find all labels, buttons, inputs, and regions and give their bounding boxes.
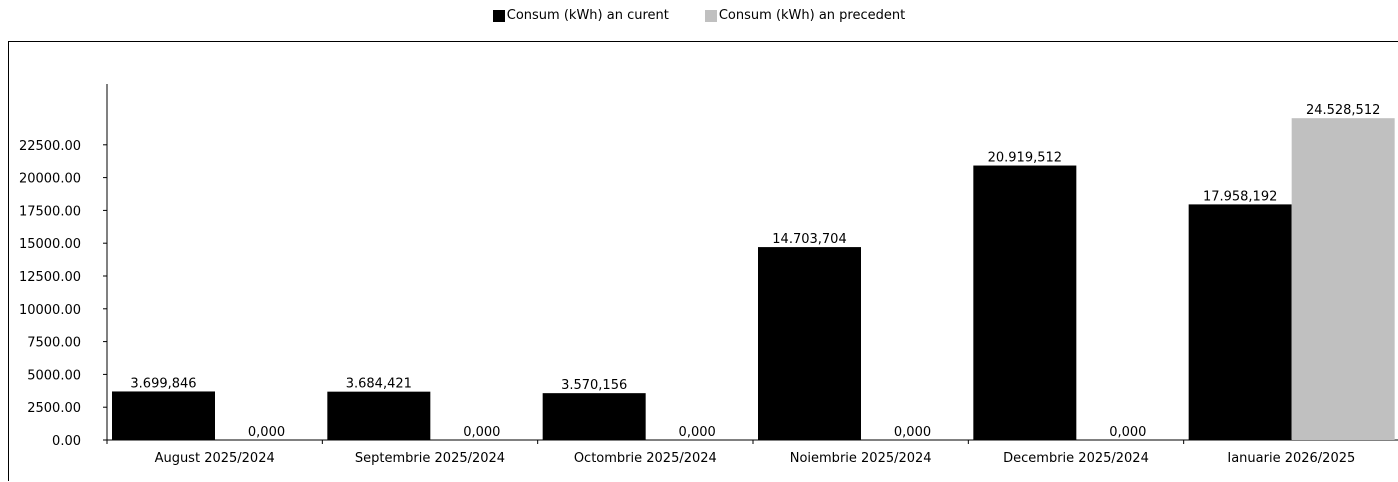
data-label-current: 3.684,421: [346, 377, 412, 392]
y-tick-label: 5000.00: [27, 368, 81, 383]
bar-current: [112, 391, 215, 440]
bar-current: [542, 393, 646, 440]
y-tick-label: 15000.00: [19, 237, 81, 252]
legend-swatch-current: [492, 9, 505, 22]
legend-swatch-previous: [704, 9, 717, 22]
x-tick-label: Decembrie 2025/2024: [1003, 451, 1149, 466]
data-label-current: 17.958,192: [1203, 189, 1277, 204]
bar-previous: [1291, 118, 1395, 441]
data-label-previous: 0,000: [894, 425, 931, 440]
chart-frame: 0.00 2500.00 5000.00 7500.00 10000.00 12500.0…: [8, 41, 1398, 481]
data-label-previous: 0,000: [1109, 425, 1146, 440]
x-tick-label: August 2025/2024: [155, 451, 275, 466]
bar-current: [1188, 204, 1292, 440]
y-tick-label: 17500.00: [19, 204, 81, 219]
y-tick-label: 22500.00: [19, 139, 81, 154]
legend-label-previous: Consum (kWh) an precedent: [718, 8, 906, 23]
data-label-previous: 0,000: [248, 425, 285, 440]
x-tick-label: Noiembrie 2025/2024: [790, 451, 932, 466]
x-tick-label: Ianuarie 2026/2025: [1227, 451, 1355, 466]
data-label-current: 14.703,704: [772, 232, 846, 247]
bar-current: [973, 165, 1077, 440]
data-label-current: 20.919,512: [988, 151, 1062, 166]
x-tick-label: Octombrie 2025/2024: [574, 451, 717, 466]
legend-label-current: Consum (kWh) an curent: [506, 8, 669, 23]
data-label-current: 3.699,846: [130, 376, 196, 391]
y-tick-label: 2500.00: [27, 401, 81, 416]
y-tick-label: 10000.00: [19, 303, 81, 318]
chart-legend: Consum (kWh) an curent Consum (kWh) an p…: [0, 8, 1398, 23]
bar-current: [327, 391, 431, 440]
data-label-previous: 24.528,512: [1306, 103, 1380, 118]
data-label-current: 3.570,156: [561, 378, 627, 393]
y-tick-label: 7500.00: [27, 336, 81, 351]
legend-item-previous[interactable]: Consum (kWh) an precedent: [704, 8, 906, 23]
data-label-previous: 0,000: [463, 425, 500, 440]
data-label-previous: 0,000: [679, 425, 716, 440]
y-tick-label: 0.00: [52, 434, 81, 449]
x-tick-label: Septembrie 2025/2024: [355, 451, 505, 466]
y-tick-label: 12500.00: [19, 270, 81, 285]
y-tick-label: 20000.00: [19, 172, 81, 187]
bar-current: [758, 247, 861, 440]
bar-chart: 0.00 2500.00 5000.00 7500.00 10000.00 12500.0…: [19, 84, 1398, 466]
legend-item-current[interactable]: Consum (kWh) an curent: [492, 8, 669, 23]
